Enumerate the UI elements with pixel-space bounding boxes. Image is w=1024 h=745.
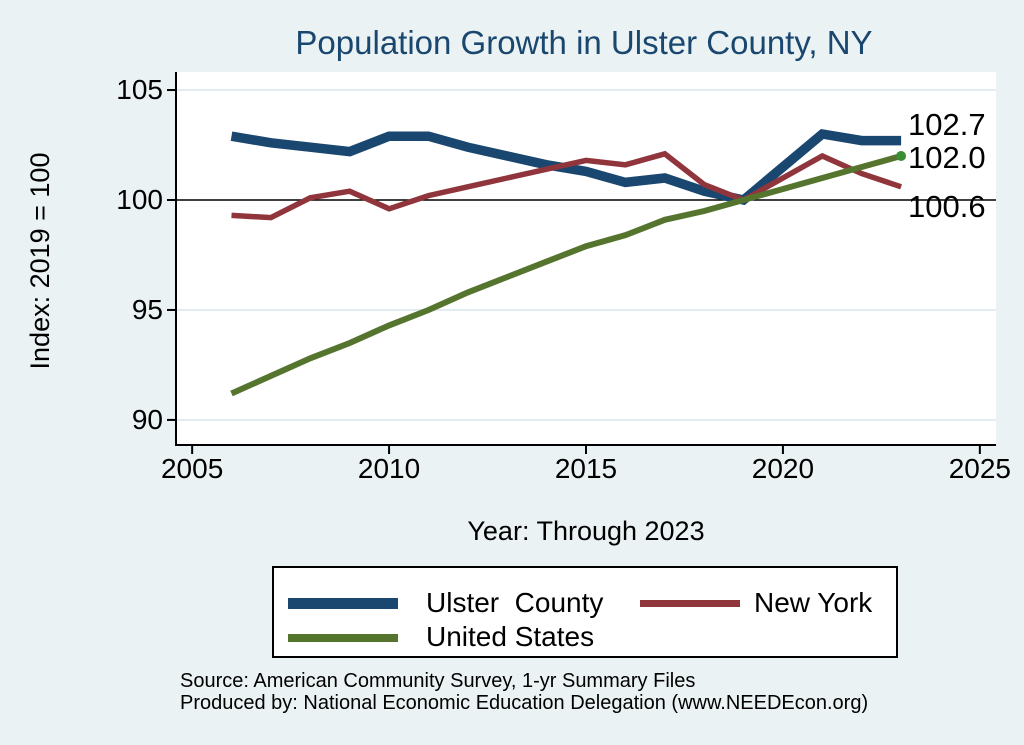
legend: Ulster County New York United States <box>272 566 898 658</box>
end-value-label-united-states: 102.0 <box>908 140 986 175</box>
x-tick-label-2020: 2020 <box>751 453 815 484</box>
plot-background <box>176 72 996 445</box>
footer: Source: American Community Survey, 1-yr … <box>180 670 868 714</box>
y-tick-label-95: 95 <box>131 293 163 325</box>
series-line-united-states <box>230 153 902 397</box>
x-axis-title: Year: Through 2023 <box>467 516 705 546</box>
end-value-label-new-york: 100.6 <box>908 189 986 224</box>
legend-label-ulster-county: Ulster County <box>426 587 604 618</box>
source-note: Source: American Community Survey, 1-yr … <box>180 670 696 692</box>
legend-swatch-ulster-county <box>288 598 398 609</box>
x-tick-label-2015: 2015 <box>554 453 618 484</box>
chart-title: Population Growth in Ulster County, NY <box>295 24 873 61</box>
legend-entry-ulster-county: Ulster County <box>288 586 628 620</box>
legend-entry-new-york: New York <box>640 586 890 620</box>
series-line-new-york <box>231 150 902 221</box>
x-tick-label-2025: 2025 <box>948 453 1011 484</box>
y-tick-label-105: 105 <box>116 74 163 106</box>
legend-label-united-states: United States <box>426 621 595 652</box>
end-value-label-ulster-county: 102.7 <box>908 107 986 142</box>
series-end-marker-united-states <box>896 151 907 162</box>
y-tick-label-90: 90 <box>131 403 163 435</box>
produced-by-note: Produced by: National Economic Education… <box>180 692 869 714</box>
legend-swatch-united-states <box>288 634 398 642</box>
y-tick-label-100: 100 <box>116 183 163 215</box>
x-tick-label-2010: 2010 <box>357 453 421 484</box>
legend-swatch-new-york <box>640 600 740 607</box>
x-tick-label-2005: 2005 <box>160 453 224 484</box>
legend-label-new-york: New York <box>754 587 873 618</box>
legend-entry-united-states: United States <box>288 620 628 654</box>
series-line-ulster-county <box>230 128 902 206</box>
